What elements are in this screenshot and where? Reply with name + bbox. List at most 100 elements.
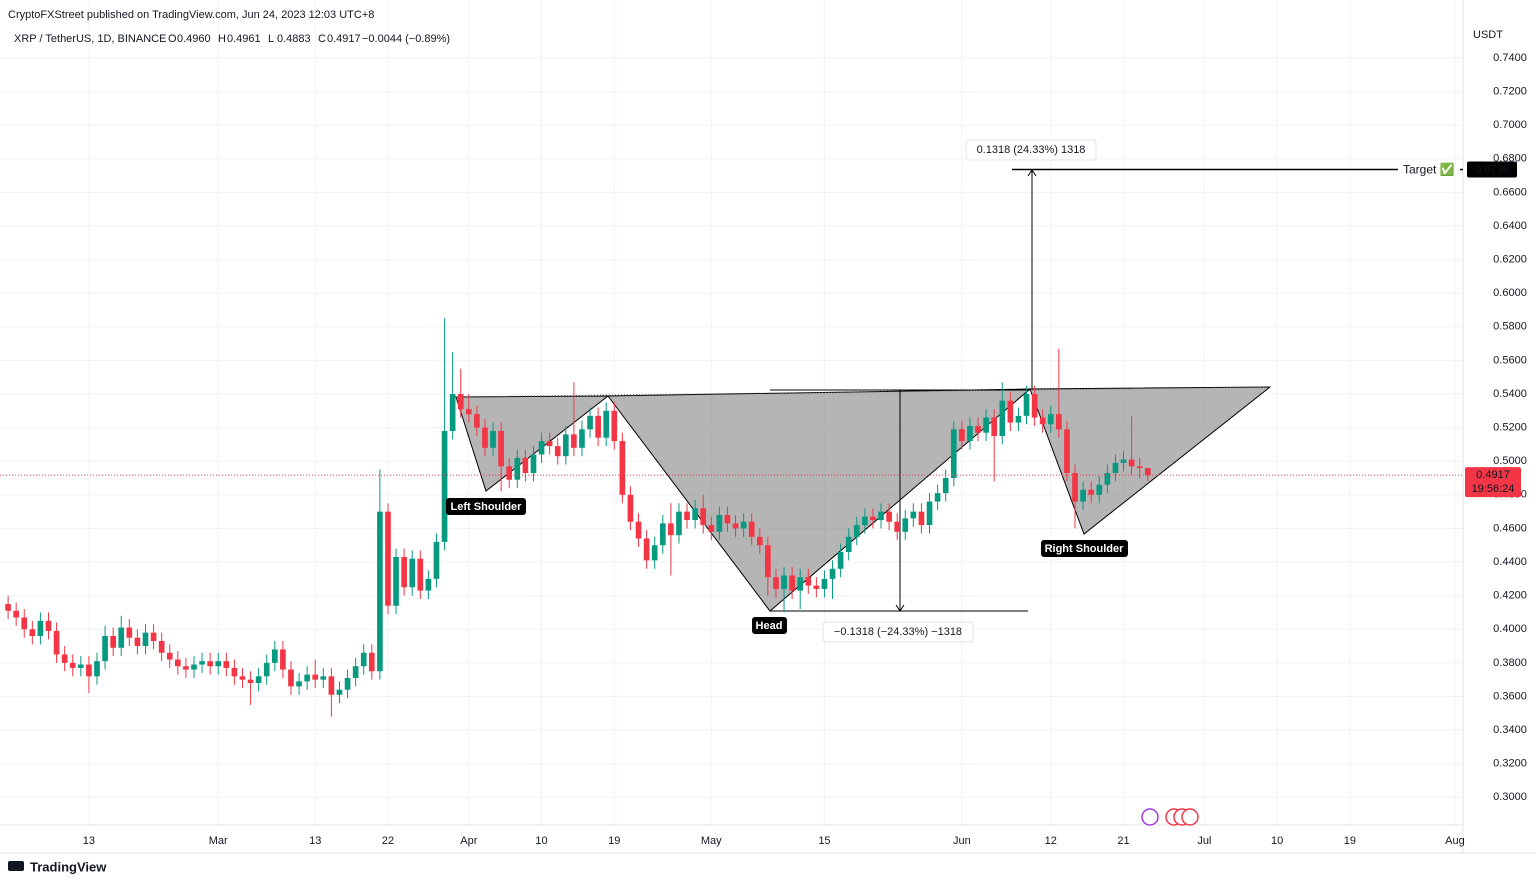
candles	[5, 318, 1151, 717]
candle-body	[69, 662, 76, 668]
candle-body	[950, 429, 957, 479]
arrow-head	[895, 604, 905, 612]
candle-body	[223, 661, 230, 668]
target-label: 0.6736	[1475, 163, 1509, 175]
candle-body	[271, 649, 278, 663]
candle-body	[716, 514, 723, 532]
candle-body	[789, 575, 795, 591]
candle-body	[1080, 489, 1086, 502]
candle-body	[45, 620, 52, 631]
candle-body	[1015, 415, 1022, 423]
candle-body	[1031, 394, 1038, 418]
right-shoulder-shape	[1029, 386, 1272, 535]
x-tick-label: Apr	[460, 835, 477, 847]
candle-body	[336, 689, 343, 695]
candle-body	[1144, 467, 1151, 476]
drop-label: −0.1318 (−24.33%) −1318	[834, 626, 962, 638]
y-tick-label: 0.3200	[1493, 758, 1527, 770]
event-icon	[1181, 808, 1199, 826]
candle-body	[1007, 400, 1014, 423]
candle-body	[110, 635, 116, 648]
candle-body	[86, 664, 92, 677]
y-tick-label: 0.6600	[1493, 186, 1527, 198]
brand-logo	[8, 861, 24, 871]
candle-body	[942, 478, 949, 494]
candle-body	[441, 430, 448, 542]
target-text: Target ✅	[1403, 163, 1455, 177]
candle-body	[562, 434, 569, 457]
candle-body	[684, 511, 690, 521]
y-tick-label: 0.4200	[1493, 590, 1527, 602]
candle-body	[611, 410, 618, 442]
brand: TradingView	[30, 859, 107, 874]
candle-body	[433, 541, 440, 579]
legend-key: C	[318, 33, 326, 45]
rise-label: 0.1318 (24.33%) 1318	[977, 144, 1086, 156]
candle-body	[878, 511, 884, 521]
candle-body	[393, 557, 399, 606]
y-tick-label: 0.5000	[1493, 455, 1527, 467]
candle-body	[886, 511, 892, 522]
candle-body	[643, 538, 650, 561]
x-tick-label: May	[701, 835, 722, 847]
candle-body	[482, 427, 488, 448]
x-tick-label: 10	[535, 835, 547, 847]
ohlc-legend: O 0.4960 H 0.4961 L 0.4883 C 0.4917 −0.0044 (−0.…	[168, 33, 450, 45]
candle-body	[1104, 472, 1111, 485]
candle-body	[853, 525, 860, 537]
x-tick-label: 19	[1344, 835, 1356, 847]
legend-change: −0.0044 (−0.89%)	[362, 33, 450, 45]
candle-body	[862, 516, 868, 526]
candle-body	[199, 661, 205, 665]
candle-body	[280, 649, 286, 670]
x-tick-label: 22	[382, 835, 394, 847]
y-tick-label: 0.4600	[1493, 522, 1527, 534]
label-box	[446, 498, 526, 515]
candle-body	[959, 429, 965, 442]
candle-body	[627, 494, 634, 522]
candle-body	[506, 466, 513, 480]
candle-body	[5, 604, 11, 611]
candle-body	[870, 516, 876, 521]
y-tick-label: 0.5800	[1493, 321, 1527, 333]
candle-body	[449, 394, 456, 431]
candle-body	[587, 415, 593, 430]
candle-body	[255, 676, 262, 684]
symbol: XRP / TetherUS, 1D, BINANCE	[14, 33, 166, 45]
candle-body	[756, 536, 763, 546]
candle-body	[1072, 472, 1078, 502]
candle-body	[239, 676, 246, 680]
x-tick-label: 21	[1117, 835, 1129, 847]
candle-body	[215, 661, 222, 667]
candle-body	[21, 617, 28, 630]
y-tick-label: 0.4000	[1493, 623, 1527, 635]
candle-body	[1056, 414, 1062, 430]
y-tick-label: 0.6000	[1493, 287, 1527, 299]
x-tick-label: Mar	[209, 835, 228, 847]
candle-body	[142, 632, 149, 647]
candle-body	[328, 676, 335, 695]
candle-body	[1120, 459, 1127, 463]
candle-body	[417, 558, 424, 591]
candle-body	[837, 551, 844, 569]
candle-body	[1112, 462, 1119, 473]
candle-body	[1088, 489, 1095, 495]
candle-body	[999, 400, 1006, 437]
candle-body	[118, 627, 125, 648]
candle-body	[651, 545, 658, 561]
candle-body	[231, 667, 238, 677]
candle-body	[263, 662, 270, 677]
y-tick-label: 0.7400	[1493, 52, 1527, 64]
candle-body	[538, 441, 545, 455]
candle-body	[910, 511, 917, 519]
candle-body	[668, 523, 674, 536]
candle-body	[700, 508, 707, 526]
measure-box	[822, 621, 974, 643]
candle-body	[514, 457, 521, 480]
candle-body	[659, 523, 666, 546]
candle-body	[781, 575, 787, 589]
candle-body	[773, 577, 779, 589]
candle-body	[821, 578, 828, 589]
candle-body	[708, 525, 715, 532]
candle-body	[1136, 466, 1143, 468]
